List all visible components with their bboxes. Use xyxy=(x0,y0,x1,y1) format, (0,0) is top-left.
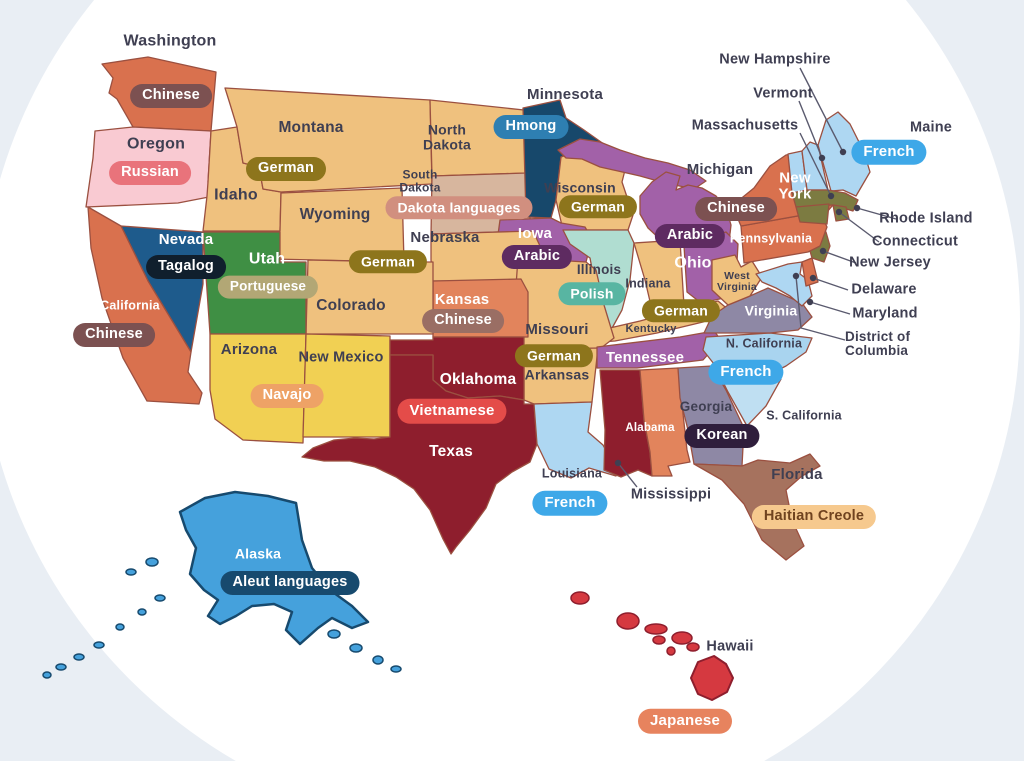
state-shape-hawaii xyxy=(690,655,734,701)
state-shape-arizona xyxy=(209,333,307,444)
state-shape-california xyxy=(87,206,203,405)
island-alaska xyxy=(390,665,402,673)
island-alaska xyxy=(93,641,105,649)
leader-line xyxy=(799,67,844,153)
island-hawaii xyxy=(686,642,700,652)
state-shape-wyoming xyxy=(272,187,405,263)
leader-dot xyxy=(614,459,622,467)
state-shape-louisiana xyxy=(533,401,617,479)
leader-dot xyxy=(806,298,814,306)
leader-dot xyxy=(819,247,827,255)
leader-line xyxy=(822,250,857,264)
island-alaska xyxy=(154,594,166,602)
island-hawaii xyxy=(616,612,640,630)
state-shape-new-mexico xyxy=(302,333,391,438)
leader-line xyxy=(798,100,823,159)
island-hawaii xyxy=(652,635,666,645)
leader-line xyxy=(795,275,846,341)
island-alaska xyxy=(125,568,137,576)
island-alaska xyxy=(115,623,125,631)
island-alaska xyxy=(145,557,159,567)
island-alaska xyxy=(137,608,147,616)
leader-dot xyxy=(839,148,847,156)
state-shape-north-dakota xyxy=(429,99,528,177)
leader-line xyxy=(809,301,851,315)
island-hawaii xyxy=(644,623,668,635)
state-shape-alaska xyxy=(178,490,370,646)
leader-dot xyxy=(809,274,817,282)
island-alaska xyxy=(372,655,384,665)
state-shape-oregon xyxy=(85,126,215,208)
island-alaska xyxy=(327,629,341,639)
leader-dot xyxy=(792,272,800,280)
island-hawaii xyxy=(570,591,590,605)
island-alaska xyxy=(349,643,363,653)
island-hawaii xyxy=(666,646,676,656)
leader-line xyxy=(617,462,638,488)
leader-line xyxy=(856,207,897,220)
leader-dot xyxy=(818,154,826,162)
leader-dot xyxy=(827,192,835,200)
leader-dot xyxy=(853,204,861,212)
island-alaska xyxy=(73,653,85,661)
state-shape-connecticut xyxy=(795,203,830,225)
leader-line xyxy=(799,132,832,197)
leader-dot xyxy=(835,208,843,216)
state-shape-arkansas xyxy=(520,347,599,405)
state-shape-colorado xyxy=(305,259,434,335)
state-shape-kansas xyxy=(432,278,529,338)
island-alaska xyxy=(42,671,52,679)
island-hawaii xyxy=(671,631,693,645)
island-alaska xyxy=(55,663,67,671)
leader-line xyxy=(838,211,880,243)
leader-line xyxy=(812,277,849,291)
